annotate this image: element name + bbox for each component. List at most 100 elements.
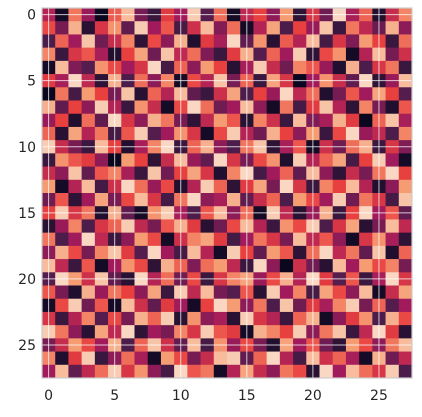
heatmap-cell (227, 179, 241, 194)
heatmap-cell (398, 364, 413, 379)
heatmap-cell (279, 179, 294, 194)
heatmap-cell (134, 311, 149, 326)
heatmap-cell (359, 113, 373, 128)
y-tick-label: 20 (18, 272, 36, 288)
y-axis-ticks: 0 5 10 15 20 25 (18, 8, 36, 354)
heatmap-cell (121, 232, 135, 247)
heatmap-cell (345, 47, 360, 62)
heatmap-cell (293, 179, 307, 194)
heatmap-cell (293, 193, 307, 207)
x-axis-ticks: 0 5 10 15 20 25 (44, 388, 388, 404)
heatmap-cell (160, 100, 175, 115)
heatmap-cell (160, 113, 175, 128)
heatmap-cell (160, 298, 175, 313)
heatmap-cell (332, 259, 347, 273)
heatmap-cell (359, 298, 373, 313)
heatmap-cell (147, 298, 162, 313)
heatmap-cell (55, 113, 69, 128)
heatmap-cell (121, 285, 135, 300)
heatmap-cell (147, 232, 162, 247)
heatmap-cell (213, 351, 228, 366)
heatmap-cell (293, 325, 307, 339)
heatmap-cell (213, 126, 228, 141)
heatmap-cell (227, 100, 241, 115)
heatmap-cell (55, 351, 69, 366)
heatmap-cell (332, 126, 347, 141)
heatmap-cell (121, 100, 135, 115)
heatmap-cell (68, 351, 83, 366)
heatmap-cell (94, 351, 109, 366)
heatmap-cell (94, 311, 109, 326)
heatmap-cell (147, 245, 162, 260)
heatmap-cell (134, 245, 149, 260)
heatmap-cell (359, 153, 373, 167)
heatmap-cell (359, 245, 373, 260)
heatmap-cell (200, 259, 215, 273)
heatmap-cell (332, 193, 347, 207)
heatmap-cell (279, 34, 294, 49)
heatmap-cell (160, 34, 175, 49)
heatmap-cell (279, 325, 294, 339)
heatmap-cell (213, 60, 228, 75)
heatmap-cell (359, 325, 373, 339)
heatmap-cell (332, 47, 347, 62)
heatmap-cell (200, 126, 215, 141)
heatmap-cell (160, 126, 175, 141)
heatmap-cell (213, 325, 228, 339)
heatmap-cell (319, 47, 334, 62)
heatmap-cell (68, 113, 83, 128)
heatmap-cell (147, 60, 162, 75)
heatmap-cell (147, 285, 162, 300)
heatmap-cell (253, 219, 268, 234)
heatmap-cell (94, 60, 109, 75)
heatmap-cell (227, 113, 241, 128)
heatmap-cell (279, 47, 294, 62)
heatmap-cell (134, 193, 149, 207)
heatmap-cell (147, 153, 162, 167)
heatmap-cell (279, 219, 294, 234)
heatmap-cell (94, 298, 109, 313)
heatmap-cell (121, 60, 135, 75)
heatmap-cell (187, 325, 201, 339)
heatmap-cell (68, 47, 83, 62)
heatmap-cell (332, 113, 347, 128)
heatmap-cell (332, 364, 347, 379)
heatmap-cell (266, 126, 281, 141)
heatmap-cell (345, 60, 360, 75)
heatmap-cell (55, 232, 69, 247)
heatmap-cell (293, 100, 307, 115)
heatmap-cell (345, 232, 360, 247)
heatmap-cell (319, 298, 334, 313)
heatmap-cell (134, 166, 149, 181)
heatmap-cell (68, 298, 83, 313)
heatmap-cell (121, 245, 135, 260)
heatmap-cell (147, 259, 162, 273)
heatmap-cell (68, 60, 83, 75)
heatmap-cell (200, 179, 215, 194)
heatmap-cell (332, 298, 347, 313)
heatmap-cell (213, 21, 228, 35)
heatmap-cell (68, 285, 83, 300)
heatmap-cell (147, 351, 162, 366)
heatmap-cell (160, 219, 175, 234)
heatmap-cell (121, 47, 135, 62)
heatmap-cell (279, 298, 294, 313)
heatmap-cell (187, 298, 201, 313)
heatmap-cell (385, 60, 400, 75)
heatmap-cell (319, 245, 334, 260)
heatmap-cell (332, 285, 347, 300)
heatmap-cell (55, 126, 69, 141)
heatmap-cell (345, 364, 360, 379)
heatmap-cell (385, 311, 400, 326)
heatmap-cell (200, 47, 215, 62)
heatmap-cell (253, 232, 268, 247)
heatmap-cell (266, 60, 281, 75)
heatmap-cell (279, 60, 294, 75)
heatmap-cell (359, 193, 373, 207)
heatmap-cell (160, 325, 175, 339)
heatmap-cell (213, 179, 228, 194)
heatmap-cell (266, 325, 281, 339)
heatmap-cell (147, 100, 162, 115)
x-tick-label: 5 (110, 388, 119, 404)
heatmap-cell (200, 311, 215, 326)
